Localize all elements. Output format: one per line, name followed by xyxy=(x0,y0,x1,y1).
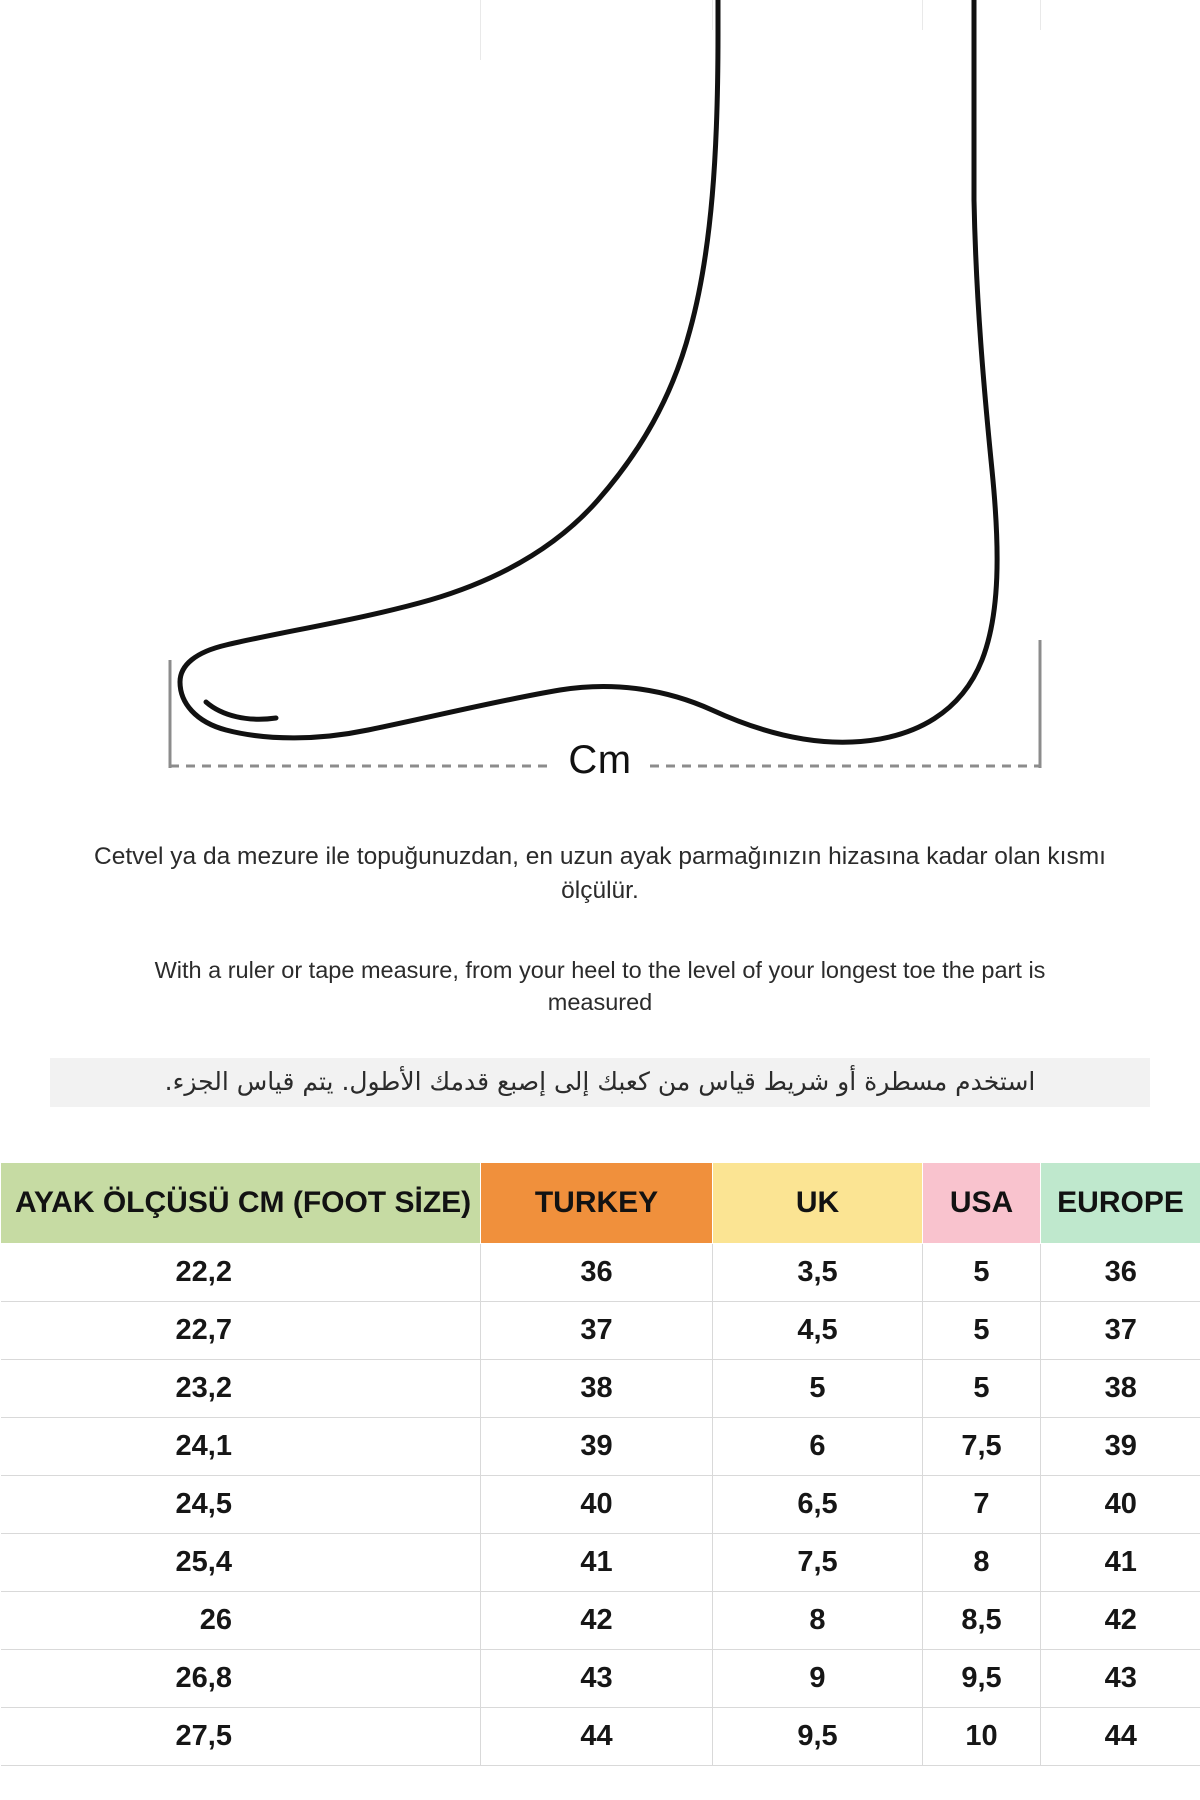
cell-usa: 5 xyxy=(922,1243,1041,1302)
column-guide-line xyxy=(480,0,481,60)
cell-usa: 8 xyxy=(922,1533,1041,1592)
table-row: 27,5 44 9,5 10 44 xyxy=(0,1707,1200,1766)
cell-turkey: 44 xyxy=(480,1707,713,1766)
cell-europe: 44 xyxy=(1040,1707,1200,1766)
column-header-usa: USA xyxy=(922,1162,1041,1244)
table-row: 25,4 41 7,5 8 41 xyxy=(0,1533,1200,1592)
table-row: 22,2 36 3,5 5 36 xyxy=(0,1243,1200,1302)
cell-foot-size: 27,5 xyxy=(0,1707,481,1766)
instruction-turkish: Cetvel ya da mezure ile topuğunuzdan, en… xyxy=(94,843,1106,904)
table-row: 23,2 38 5 5 38 xyxy=(0,1359,1200,1418)
cell-turkey: 42 xyxy=(480,1591,713,1650)
cell-turkey: 41 xyxy=(480,1533,713,1592)
cell-foot-size: 22,7 xyxy=(0,1301,481,1360)
cell-uk: 5 xyxy=(712,1359,923,1418)
instruction-arabic: استخدم مسطرة أو شريط قياس من كعبك إلى إص… xyxy=(50,1058,1150,1107)
cell-uk: 9 xyxy=(712,1649,923,1708)
measurement-unit-label: Cm xyxy=(0,738,1200,783)
cell-usa: 10 xyxy=(922,1707,1041,1766)
column-header-turkey: TURKEY xyxy=(480,1162,713,1244)
cell-europe: 36 xyxy=(1040,1243,1200,1302)
cell-turkey: 43 xyxy=(480,1649,713,1708)
cell-europe: 43 xyxy=(1040,1649,1200,1708)
cell-usa: 9,5 xyxy=(922,1649,1041,1708)
cell-europe: 41 xyxy=(1040,1533,1200,1592)
cell-europe: 39 xyxy=(1040,1417,1200,1476)
cell-usa: 7 xyxy=(922,1475,1041,1534)
instructions-block: Cetvel ya da mezure ile topuğunuzdan, en… xyxy=(0,840,1200,1107)
cell-foot-size: 24,1 xyxy=(0,1417,481,1476)
cell-usa: 5 xyxy=(922,1359,1041,1418)
cell-usa: 7,5 xyxy=(922,1417,1041,1476)
cell-foot-size: 25,4 xyxy=(0,1533,481,1592)
cell-usa: 5 xyxy=(922,1301,1041,1360)
cell-foot-size: 26 xyxy=(0,1591,481,1650)
column-guide-line xyxy=(1040,0,1041,30)
cell-europe: 42 xyxy=(1040,1591,1200,1650)
cell-turkey: 39 xyxy=(480,1417,713,1476)
cell-turkey: 37 xyxy=(480,1301,713,1360)
cell-europe: 40 xyxy=(1040,1475,1200,1534)
table-row: 26,8 43 9 9,5 43 xyxy=(0,1649,1200,1708)
cell-europe: 38 xyxy=(1040,1359,1200,1418)
cell-turkey: 36 xyxy=(480,1243,713,1302)
cell-foot-size: 22,2 xyxy=(0,1243,481,1302)
table-body: 22,2 36 3,5 5 36 22,7 37 4,5 5 37 23,2 3… xyxy=(0,1243,1200,1766)
table-row: 22,7 37 4,5 5 37 xyxy=(0,1301,1200,1360)
table-row: 26 42 8 8,5 42 xyxy=(0,1591,1200,1650)
cell-turkey: 38 xyxy=(480,1359,713,1418)
column-header-uk: UK xyxy=(712,1162,923,1244)
cell-uk: 6 xyxy=(712,1417,923,1476)
cell-turkey: 40 xyxy=(480,1475,713,1534)
cell-uk: 6,5 xyxy=(712,1475,923,1534)
cell-uk: 9,5 xyxy=(712,1707,923,1766)
cell-usa: 8,5 xyxy=(922,1591,1041,1650)
instruction-english: With a ruler or tape measure, from your … xyxy=(154,956,1046,1016)
cell-foot-size: 23,2 xyxy=(0,1359,481,1418)
table-row: 24,5 40 6,5 7 40 xyxy=(0,1475,1200,1534)
measurement-unit-text: Cm xyxy=(554,738,646,782)
foot-measurement-illustration: Cm xyxy=(0,0,1200,800)
cell-foot-size: 24,5 xyxy=(0,1475,481,1534)
column-guide-line xyxy=(712,0,713,30)
cell-europe: 37 xyxy=(1040,1301,1200,1360)
table-header-row: AYAK ÖLÇÜSÜ CM (FOOT SİZE) TURKEY UK USA… xyxy=(0,1162,1200,1244)
table-row: 24,1 39 6 7,5 39 xyxy=(0,1417,1200,1476)
column-header-europe: EUROPE xyxy=(1040,1162,1200,1244)
column-guide-line xyxy=(922,0,923,30)
cell-uk: 8 xyxy=(712,1591,923,1650)
cell-uk: 3,5 xyxy=(712,1243,923,1302)
column-header-foot-size: AYAK ÖLÇÜSÜ CM (FOOT SİZE) xyxy=(0,1162,481,1244)
cell-uk: 7,5 xyxy=(712,1533,923,1592)
size-conversion-table: AYAK ÖLÇÜSÜ CM (FOOT SİZE) TURKEY UK USA… xyxy=(0,1162,1200,1766)
cell-uk: 4,5 xyxy=(712,1301,923,1360)
cell-foot-size: 26,8 xyxy=(0,1649,481,1708)
